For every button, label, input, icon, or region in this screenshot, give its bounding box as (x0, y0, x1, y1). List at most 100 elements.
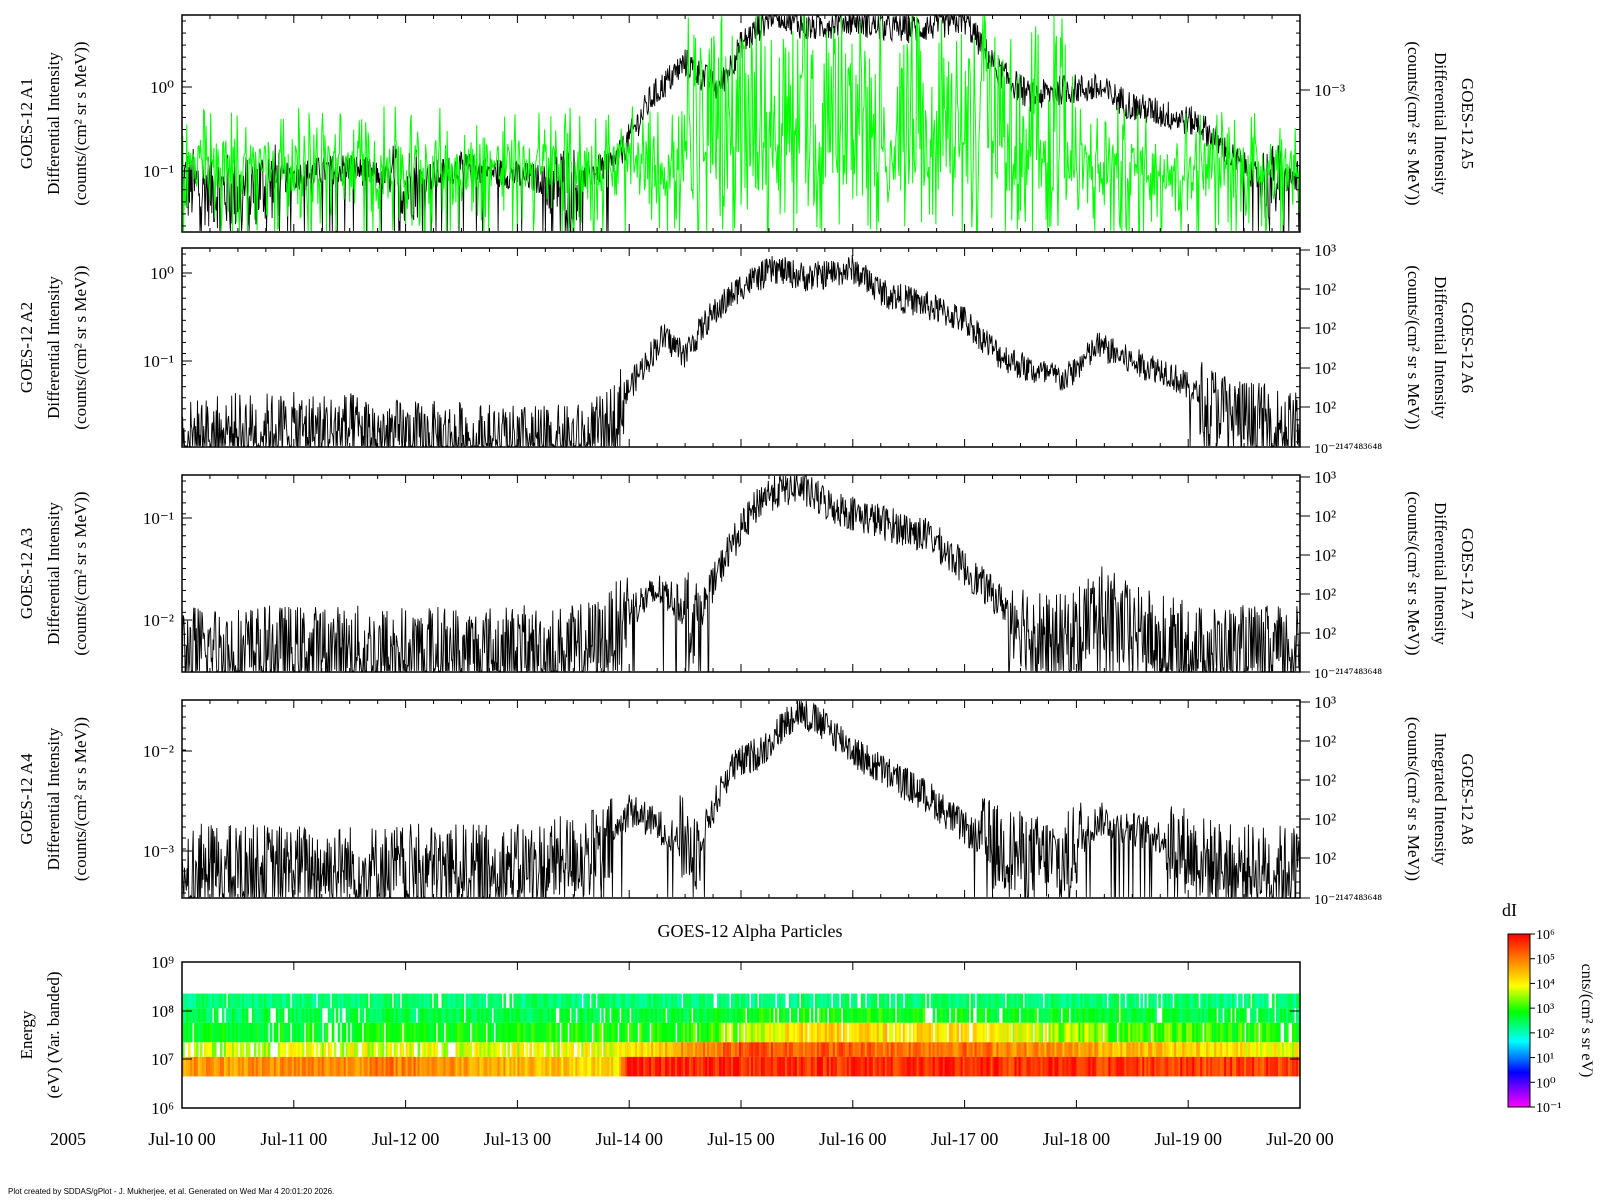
spectrogram-cell (267, 1042, 271, 1057)
spectrogram-cell (922, 1056, 926, 1077)
spectrogram-cell (938, 1022, 942, 1043)
spectrogram-cell (790, 993, 794, 1009)
spectrogram-cell (645, 1008, 648, 1023)
spectrogram-cell (846, 1056, 850, 1077)
spectrogram-cell (245, 1022, 249, 1043)
spectrogram-cell (553, 1022, 556, 1043)
spectrogram-cell (1218, 1022, 1221, 1043)
spectrogram-cell (271, 1056, 275, 1077)
spectrogram-cell (585, 1022, 588, 1043)
spectrogram-cell (395, 1022, 399, 1043)
spectrogram-cell (513, 993, 517, 1009)
spectrogram-cell (407, 1022, 411, 1043)
spectrogram-cell (822, 993, 826, 1009)
spectrogram-cell (1046, 1042, 1050, 1057)
spectrogram-cell (796, 1022, 800, 1043)
spectrogram-cell (555, 1042, 558, 1057)
spectrogram-cell (311, 1056, 315, 1077)
spectrogram-cell (990, 993, 994, 1009)
spectrogram-cell (1048, 1042, 1052, 1057)
spectrogram-cell (1010, 1008, 1014, 1023)
spectrogram-cell (900, 1008, 904, 1023)
spectrogram-cell (942, 1042, 946, 1057)
series-line-2-1 (181, 255, 1301, 448)
spectrogram-cell (203, 1008, 207, 1023)
spectrogram-cell (489, 1056, 493, 1077)
spectrogram-cell (413, 1022, 417, 1043)
spectrogram-cell (756, 1042, 760, 1057)
spectrogram-cell (565, 1008, 568, 1023)
spectrogram-cell (808, 1056, 812, 1077)
spectrogram-cell (471, 993, 475, 1009)
spectrogram-cell (938, 1042, 942, 1057)
spectrogram-cell (429, 993, 433, 1009)
spectrogram-cell (1020, 1022, 1024, 1043)
spectrogram-cell (201, 1022, 205, 1043)
spectrogram-cell (956, 993, 960, 1009)
spectrogram-cell (874, 1008, 878, 1023)
spectrogram-cell (980, 1008, 984, 1023)
spectrogram-cell (417, 1022, 421, 1043)
spectrogram-cell (533, 1022, 536, 1043)
spectrogram-cell (593, 1008, 596, 1023)
spectrogram-cell (906, 1042, 910, 1057)
spectrogram-cell (1040, 1022, 1044, 1043)
spectrogram-cell (1032, 1008, 1036, 1023)
spectrogram-cell (776, 1042, 780, 1057)
spectrogram-cell (928, 1056, 932, 1077)
spectrogram-cell (711, 993, 714, 1009)
spectrogram-cell (850, 1008, 854, 1023)
spectrogram-cell (327, 1042, 331, 1057)
spectrogram-cell (359, 1056, 363, 1077)
spectrogram-cell (207, 1042, 211, 1057)
y-tick-label-left: 10⁻³ (143, 842, 174, 861)
spectrogram-cell (555, 1022, 558, 1043)
spectrogram-cell (854, 1056, 858, 1077)
spectrogram-cell (1130, 1008, 1133, 1023)
spectrogram-cell (1292, 1056, 1295, 1077)
spectrogram-cell (822, 1008, 826, 1023)
spectrogram-cell (926, 1022, 930, 1043)
spectrogram-cell (1028, 1008, 1032, 1023)
spectrogram-cell (1010, 993, 1014, 1009)
spectrogram-cell (1122, 1042, 1125, 1057)
spectrogram-cell (315, 1056, 319, 1077)
spectrogram-cell (874, 1022, 878, 1043)
spectrogram-cell (818, 1022, 822, 1043)
spectrogram-cell (639, 993, 642, 1009)
spectrogram-cell (758, 1056, 762, 1077)
spectrogram-cell (1024, 1022, 1028, 1043)
spectrogram-cell (663, 1056, 666, 1077)
spectrogram-cell (1030, 993, 1034, 1009)
spectrogram-cell (263, 1042, 267, 1057)
spectrogram-cell (691, 1022, 694, 1043)
spectrogram-cell (1058, 1008, 1062, 1023)
spectrogram-cell (629, 1056, 632, 1077)
spectrogram-cell (421, 1056, 425, 1077)
spectrogram-cell (629, 1042, 632, 1057)
spectrogram-cell (513, 1008, 517, 1023)
spectrogram-cell (717, 1008, 720, 1023)
spectrogram-cell (249, 993, 253, 1009)
spectrogram-cell (581, 1022, 584, 1043)
spectrogram-cell (802, 1042, 806, 1057)
spectrogram-cell (902, 1008, 906, 1023)
spectrogram-cell (920, 993, 924, 1009)
spectrogram-cell (886, 993, 890, 1009)
spectrogram-cell (515, 1042, 518, 1057)
spectrogram-cell (723, 1042, 726, 1057)
spectrogram-cell (681, 1042, 684, 1057)
spectrogram-cell (828, 993, 832, 1009)
spectrogram-cell (890, 1008, 894, 1023)
spectrogram-cell (595, 1056, 598, 1077)
spectrogram-cell (209, 1056, 213, 1077)
spectrogram-cell (679, 1022, 682, 1043)
spectrogram-cell (333, 1042, 337, 1057)
spectrogram-cell (782, 1008, 786, 1023)
spectrogram-cell (467, 1022, 471, 1043)
spectrogram-cell (1270, 1042, 1273, 1057)
spectrogram-cell (719, 1022, 722, 1043)
spectrogram-cell (932, 1056, 936, 1077)
spectrogram-cell (964, 1042, 968, 1057)
